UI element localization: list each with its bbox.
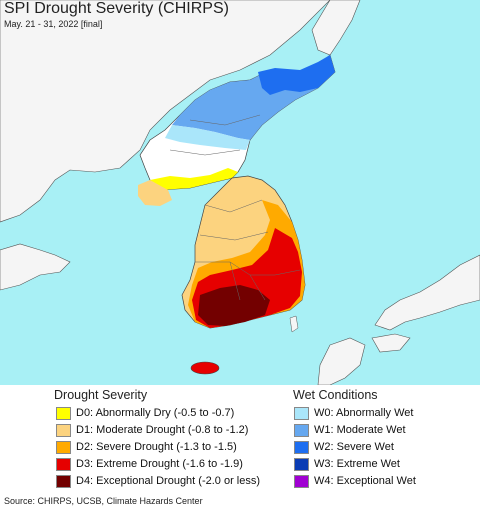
nk-wet-severe bbox=[258, 55, 335, 95]
source-credit: Source: CHIRPS, UCSB, Climate Hazards Ce… bbox=[4, 496, 203, 506]
legend-label-d1: D1: Moderate Drought (-0.8 to -1.2) bbox=[76, 424, 249, 436]
nk-dry-abnormal bbox=[150, 168, 238, 190]
swatch-d0 bbox=[56, 406, 71, 420]
legend-item-w1: W1: Moderate Wet bbox=[294, 422, 406, 438]
japan-kyushu bbox=[317, 337, 366, 385]
jeju-island bbox=[190, 361, 220, 375]
drought-legend-title: Drought Severity bbox=[54, 388, 148, 402]
sk-exceptional-drought bbox=[198, 285, 270, 326]
legend-item-w3: W3: Extreme Wet bbox=[294, 456, 400, 472]
legend-label-w0: W0: Abnormally Wet bbox=[314, 407, 414, 419]
japan-landmass bbox=[374, 254, 480, 331]
swatch-w1 bbox=[294, 423, 309, 437]
swatch-w3 bbox=[294, 457, 309, 471]
legend-item-w4: W4: Exceptional Wet bbox=[294, 473, 416, 489]
shandong-landmass bbox=[0, 243, 71, 291]
swatch-d2 bbox=[56, 440, 71, 454]
japan-shikoku bbox=[371, 333, 411, 353]
legend-label-w4: W4: Exceptional Wet bbox=[314, 475, 416, 487]
legend-label-d3: D3: Extreme Drought (-1.6 to -1.9) bbox=[76, 458, 243, 470]
legend-label-d0: D0: Abnormally Dry (-0.5 to -0.7) bbox=[76, 407, 235, 419]
swatch-w0 bbox=[294, 406, 309, 420]
legend-item-w2: W2: Severe Wet bbox=[294, 439, 394, 455]
china-landmass bbox=[0, 0, 331, 223]
drought-map bbox=[0, 0, 480, 385]
legend-item-d2: D2: Severe Drought (-1.3 to -1.5) bbox=[56, 439, 237, 455]
legend-item-w0: W0: Abnormally Wet bbox=[294, 405, 413, 421]
map-subtitle: May. 21 - 31, 2022 [final] bbox=[4, 19, 103, 29]
swatch-d3 bbox=[56, 457, 71, 471]
swatch-d4 bbox=[56, 474, 71, 488]
nk-wet-abnormal bbox=[165, 125, 250, 150]
province-borders bbox=[169, 114, 301, 301]
wet-legend-title: Wet Conditions bbox=[293, 388, 378, 402]
russia-landmass bbox=[311, 0, 361, 56]
legend-item-d1: D1: Moderate Drought (-0.8 to -1.2) bbox=[56, 422, 248, 438]
legend-label-w3: W3: Extreme Wet bbox=[314, 458, 400, 470]
legend-label-w1: W1: Moderate Wet bbox=[314, 424, 406, 436]
legend-label-d2: D2: Severe Drought (-1.3 to -1.5) bbox=[76, 441, 237, 453]
legend-label-d4: D4: Exceptional Drought (-2.0 or less) bbox=[76, 475, 261, 487]
swatch-d1 bbox=[56, 423, 71, 437]
map-title: SPI Drought Severity (CHIRPS) bbox=[4, 0, 229, 17]
legend-label-w2: W2: Severe Wet bbox=[314, 441, 394, 453]
tsushima-island bbox=[289, 315, 299, 333]
swatch-w2 bbox=[294, 440, 309, 454]
legend-item-d4: D4: Exceptional Drought (-2.0 or less) bbox=[56, 473, 260, 489]
swatch-w4 bbox=[294, 474, 309, 488]
nk-moderate-southwest bbox=[138, 180, 172, 206]
legend-item-d3: D3: Extreme Drought (-1.6 to -1.9) bbox=[56, 456, 243, 472]
legend-item-d0: D0: Abnormally Dry (-0.5 to -0.7) bbox=[56, 405, 234, 421]
legend: Drought Severity D0: Abnormally Dry (-0.… bbox=[0, 385, 480, 493]
